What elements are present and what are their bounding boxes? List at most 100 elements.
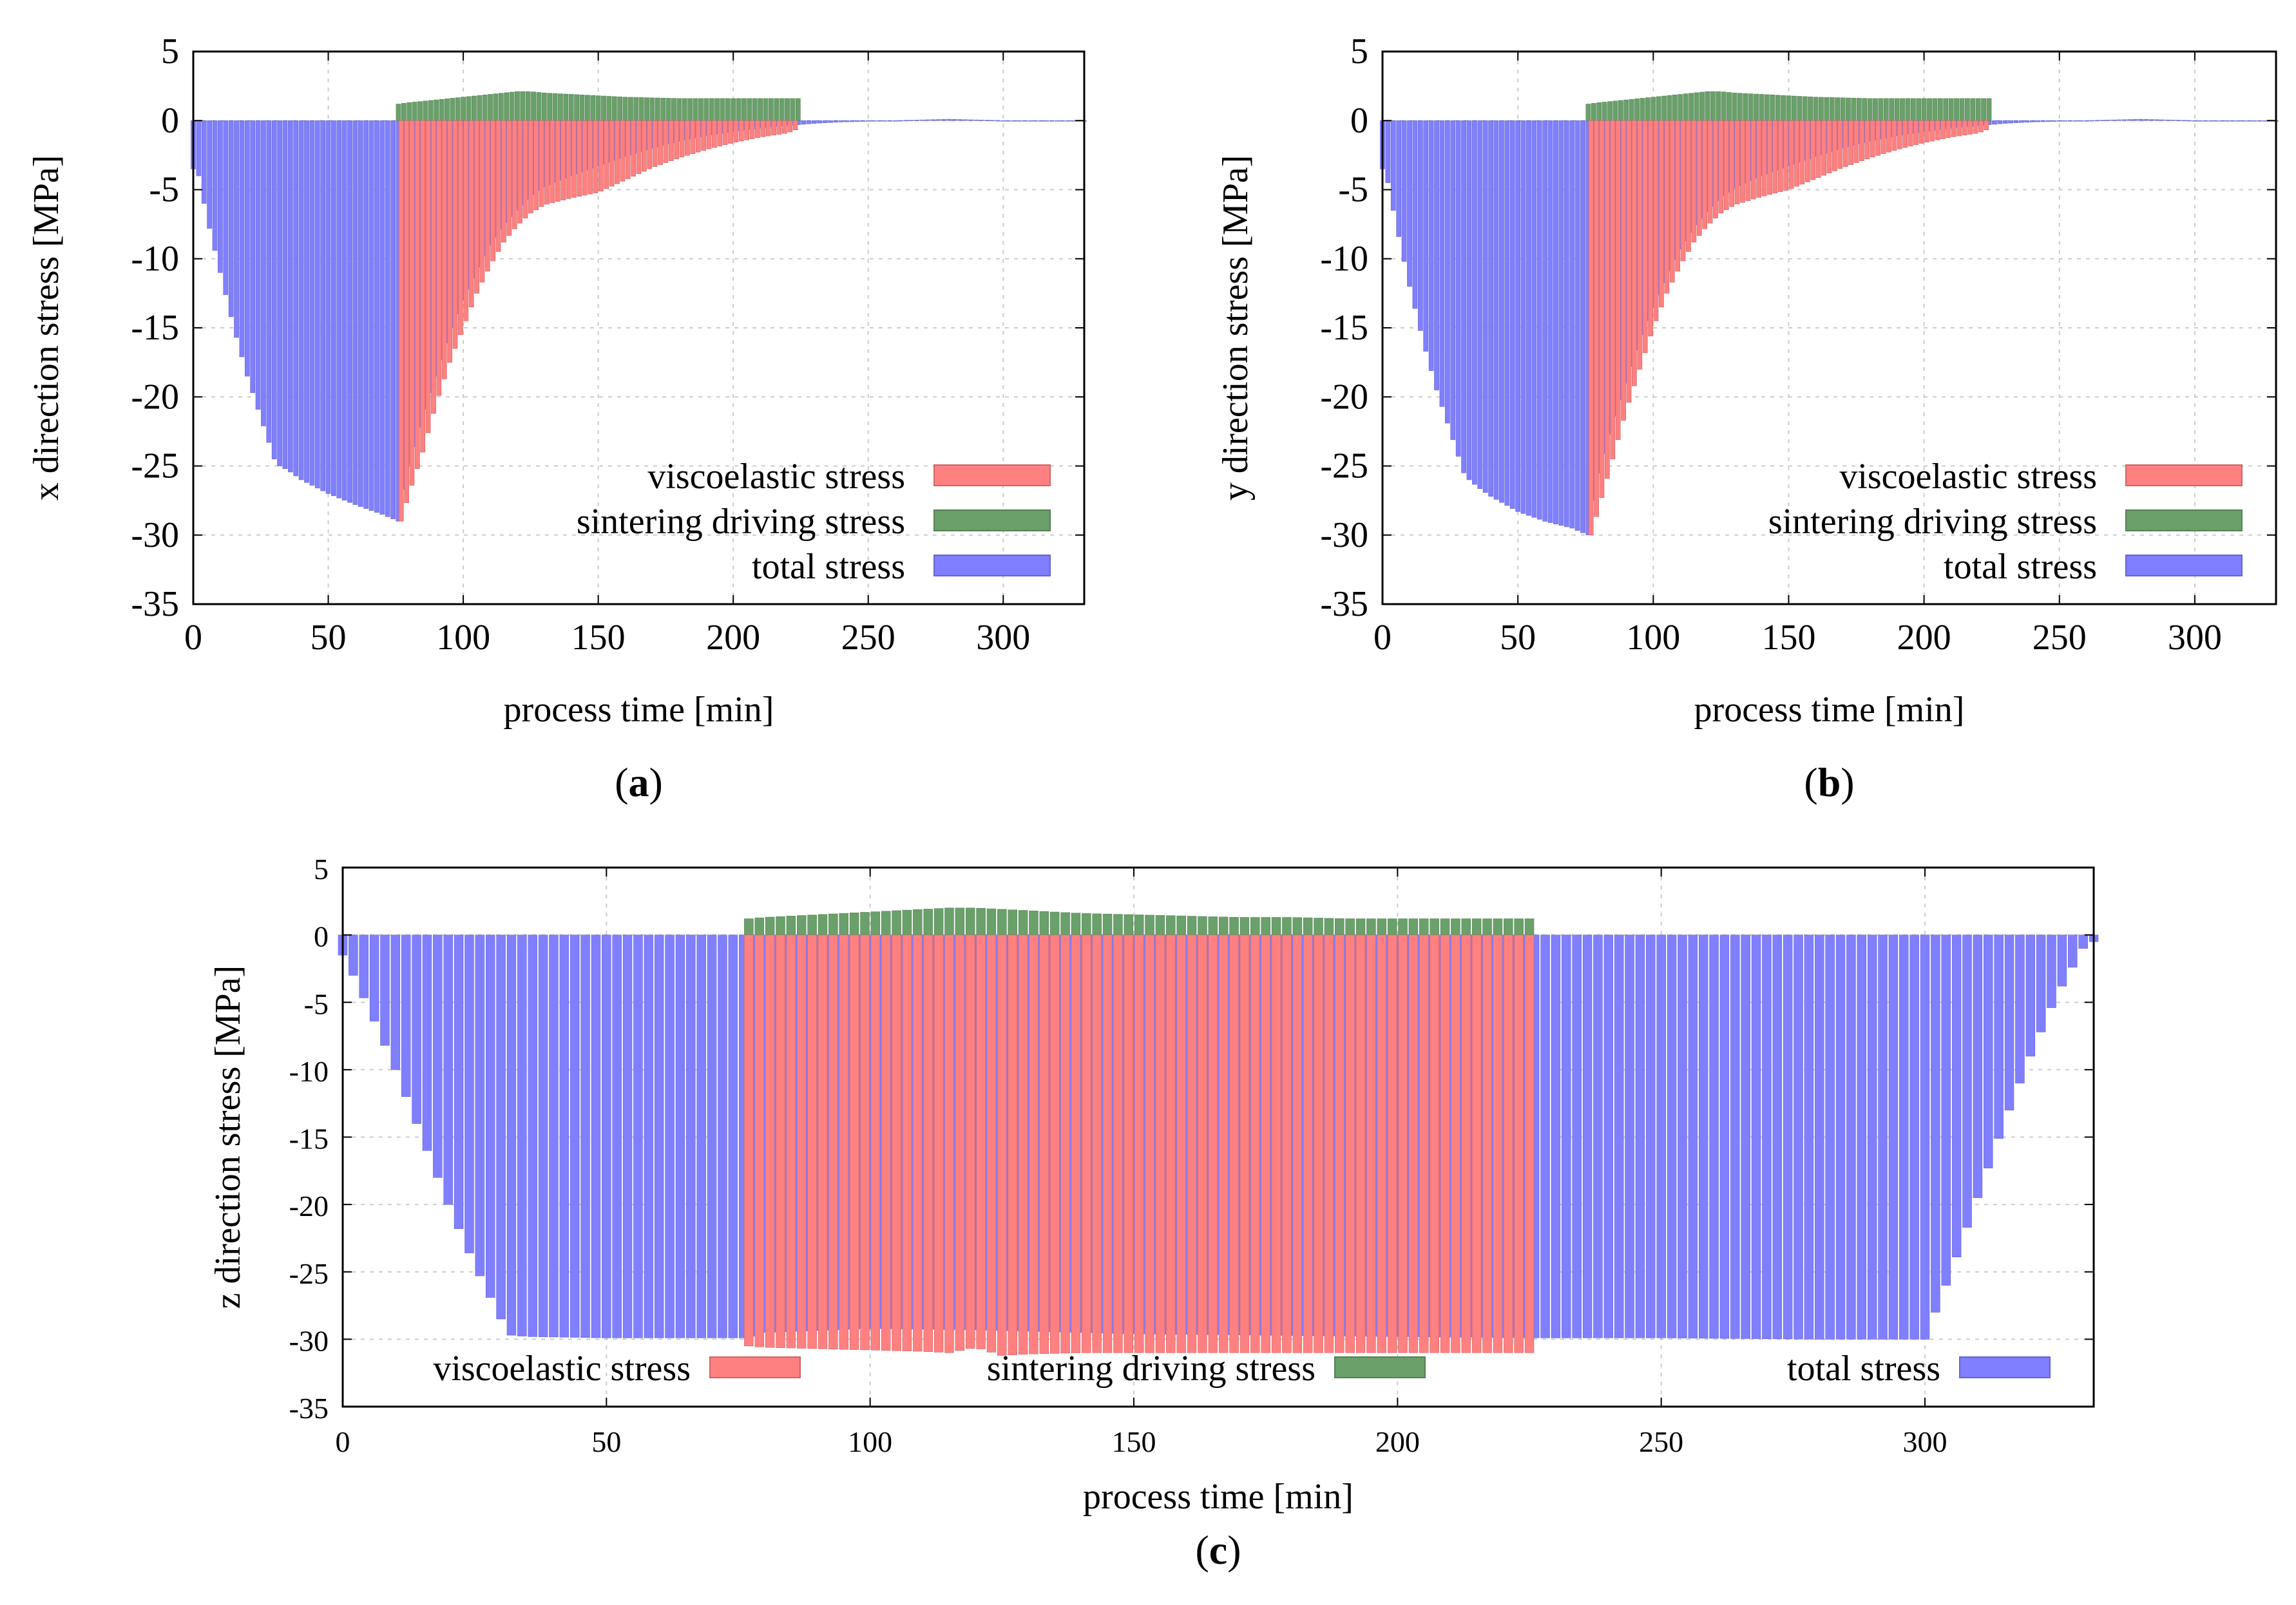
bar <box>1006 120 1011 122</box>
bar <box>1761 120 1767 196</box>
bar <box>1686 120 1691 252</box>
bar <box>617 97 623 121</box>
bar <box>433 935 443 1178</box>
bar <box>1821 120 1826 176</box>
bar <box>1134 915 1144 935</box>
bar <box>728 120 733 144</box>
bar <box>2176 120 2181 121</box>
bar <box>1943 98 1949 121</box>
bar <box>422 935 432 1151</box>
legend-label: sintering driving stress <box>987 1349 1315 1389</box>
bar <box>512 120 517 229</box>
bar <box>649 97 655 121</box>
bar <box>1499 120 1504 503</box>
bar <box>196 120 202 176</box>
bar <box>1799 120 1805 185</box>
bar <box>611 96 617 121</box>
bar <box>1748 93 1754 121</box>
bar <box>776 120 782 135</box>
series-sintering-driving-stress <box>1585 91 1992 121</box>
bar <box>1417 120 1423 331</box>
bar <box>1994 935 2004 1139</box>
bar <box>602 935 611 1338</box>
bar <box>720 98 725 121</box>
bar <box>1514 935 1524 1353</box>
bar <box>2008 120 2013 124</box>
bar <box>1419 918 1429 935</box>
bar <box>1878 98 1884 121</box>
bar <box>1082 935 1091 1353</box>
bar <box>261 120 266 426</box>
x-tick-label: 150 <box>1112 1425 1156 1458</box>
bar <box>1145 915 1154 935</box>
bar <box>1008 909 1017 935</box>
bar <box>1524 935 1535 1353</box>
bar <box>1345 935 1355 1353</box>
bar <box>1964 98 1970 121</box>
bar <box>474 120 479 294</box>
bar <box>475 935 485 1277</box>
bar <box>876 120 882 122</box>
bar <box>817 120 823 124</box>
legend-label: total stress <box>1944 547 2097 587</box>
bar <box>2067 935 2078 968</box>
bar <box>675 935 685 1338</box>
bar <box>944 907 954 935</box>
bar <box>1756 120 1762 198</box>
bar <box>1482 935 1492 1353</box>
x-tick-label: 300 <box>2168 618 2222 658</box>
bar <box>1551 935 1561 1338</box>
bar <box>1493 120 1499 500</box>
bar <box>496 935 506 1320</box>
bar <box>1124 914 1134 935</box>
bar <box>2046 120 2051 122</box>
bar <box>1239 917 1250 935</box>
bar <box>690 120 696 155</box>
bar <box>749 120 755 139</box>
bar <box>579 95 585 121</box>
bar <box>228 120 234 318</box>
legend: viscoelastic stress sintering driving str… <box>433 1349 2051 1389</box>
bar <box>1017 120 1022 122</box>
bar <box>1187 916 1197 935</box>
bar <box>693 98 698 121</box>
bar <box>458 120 463 336</box>
bar <box>865 120 871 122</box>
bar <box>2067 120 2073 122</box>
bar <box>1018 935 1028 1355</box>
bar <box>1900 98 1905 121</box>
bar <box>638 97 644 121</box>
bar <box>1661 95 1667 121</box>
panel-b: 0 50 100 150 200 250 30050-5-10-15-20-25-30-35… <box>1216 32 2279 805</box>
bar <box>1055 120 1060 122</box>
bar <box>1851 97 1857 121</box>
x-tick-label: 150 <box>571 618 626 658</box>
x-tick-label: 0 <box>1373 618 1392 658</box>
bar <box>902 909 912 935</box>
bar <box>1727 92 1732 121</box>
bar <box>1387 918 1397 935</box>
bar <box>488 94 493 121</box>
bar <box>747 98 752 121</box>
bar <box>1434 120 1439 390</box>
bar <box>2186 120 2192 122</box>
bar <box>870 935 881 1351</box>
bar <box>1423 120 1429 352</box>
bar <box>849 935 859 1350</box>
bar <box>571 120 577 198</box>
bar <box>1751 935 1761 1339</box>
legend-swatch <box>2125 555 2243 576</box>
bar <box>552 93 558 121</box>
bar <box>944 935 954 1353</box>
bar <box>1802 96 1808 121</box>
y-tick-label: -35 <box>289 1392 329 1425</box>
bar <box>1482 918 1492 935</box>
bar <box>1669 120 1675 283</box>
bar <box>2078 935 2088 949</box>
bar <box>1033 120 1038 122</box>
bar <box>2235 120 2241 122</box>
bar <box>2252 120 2257 122</box>
bar <box>2197 120 2203 122</box>
bar <box>1745 120 1751 201</box>
bar <box>506 120 512 236</box>
